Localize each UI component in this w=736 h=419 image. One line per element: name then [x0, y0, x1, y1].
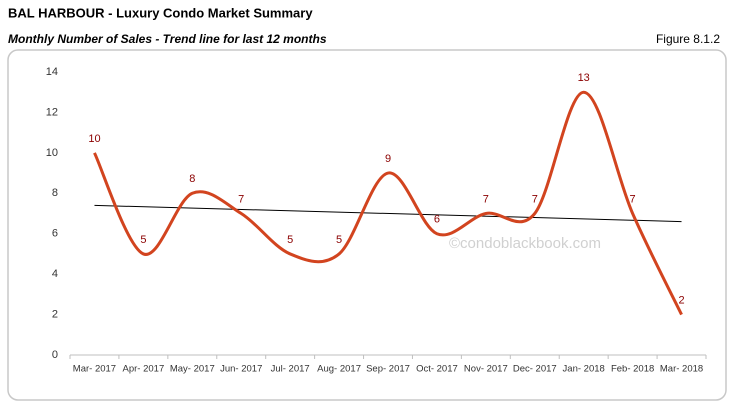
- x-tick-label: Sep- 2017: [366, 364, 410, 375]
- x-tick-label: Nov- 2017: [464, 364, 508, 375]
- y-tick-label: 12: [46, 106, 58, 118]
- x-tick-label: Jun- 2017: [220, 364, 262, 375]
- y-tick-label: 6: [52, 228, 58, 240]
- data-label: 7: [483, 193, 489, 205]
- watermark: ©condoblackbook.com: [449, 235, 601, 252]
- data-label: 6: [434, 214, 440, 226]
- data-label: 7: [630, 193, 636, 205]
- x-tick-label: Mar- 2018: [660, 364, 703, 375]
- data-label: 13: [578, 72, 590, 84]
- x-tick-label: Oct- 2017: [416, 364, 458, 375]
- y-tick-label: 4: [52, 268, 58, 280]
- x-tick-label: Jul- 2017: [271, 364, 310, 375]
- data-label: 9: [385, 153, 391, 165]
- data-label: 5: [336, 234, 342, 246]
- x-tick-label: Mar- 2017: [73, 364, 116, 375]
- data-label: 5: [287, 234, 293, 246]
- x-tick-label: Jan- 2018: [563, 364, 605, 375]
- trend-line: [94, 204, 682, 223]
- x-tick-label: Dec- 2017: [513, 364, 557, 375]
- chart-title: BAL HARBOUR - Luxury Condo Market Summar…: [8, 5, 313, 20]
- chart-subtitle: Monthly Number of Sales - Trend line for…: [8, 32, 327, 46]
- x-tick-label: Apr- 2017: [123, 364, 165, 375]
- data-label: 5: [140, 234, 146, 246]
- chart-frame: [7, 49, 727, 401]
- data-label: 8: [189, 173, 195, 185]
- data-label: 2: [678, 294, 684, 306]
- data-label: 7: [238, 193, 244, 205]
- x-tick-label: Feb- 2018: [611, 364, 654, 375]
- y-tick-label: 10: [46, 147, 58, 159]
- data-label: 10: [88, 133, 100, 145]
- data-label: 7: [532, 193, 538, 205]
- y-tick-label: 2: [52, 308, 58, 320]
- data-line: [93, 90, 683, 316]
- x-tick-label: May- 2017: [170, 364, 215, 375]
- x-tick-label: Aug- 2017: [317, 364, 361, 375]
- y-tick-label: 8: [52, 187, 58, 199]
- figure-label: Figure 8.1.2: [656, 32, 720, 46]
- y-tick-label: 14: [46, 66, 58, 78]
- y-tick-label: 0: [52, 349, 58, 361]
